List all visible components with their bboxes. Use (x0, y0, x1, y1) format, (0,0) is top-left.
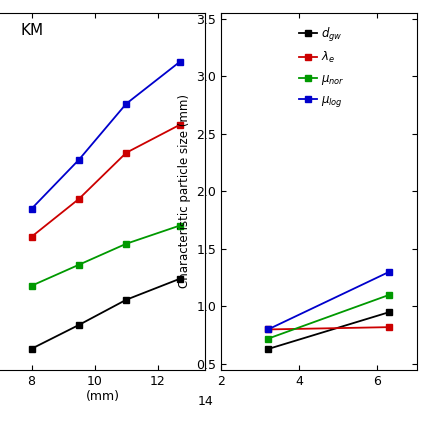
$\mu_{nor}$ (387, 292, 392, 298)
$\lambda_e$ (266, 327, 271, 332)
$d_{gw}$ (387, 310, 392, 315)
X-axis label: (mm): (mm) (85, 391, 119, 403)
Line: $\mu_{nor}$: $\mu_{nor}$ (264, 292, 393, 342)
$\lambda_e$ (387, 325, 392, 330)
$\mu_{log}$ (266, 327, 271, 332)
Line: $\mu_{log}$: $\mu_{log}$ (264, 269, 393, 333)
Y-axis label: Characteristic particle size (mm): Characteristic particle size (mm) (178, 94, 191, 288)
Line: $d_{gw}$: $d_{gw}$ (264, 309, 393, 352)
$d_{gw}$ (266, 346, 271, 351)
$\mu_{log}$ (387, 269, 392, 275)
Text: 14: 14 (197, 395, 213, 408)
Legend: $d_{gw}$, $\lambda_e$, $\mu_{nor}$, $\mu_{log}$: $d_{gw}$, $\lambda_e$, $\mu_{nor}$, $\mu… (295, 22, 348, 113)
$\mu_{nor}$ (266, 336, 271, 341)
Text: KM: KM (20, 23, 44, 38)
Line: $\lambda_e$: $\lambda_e$ (264, 324, 393, 333)
